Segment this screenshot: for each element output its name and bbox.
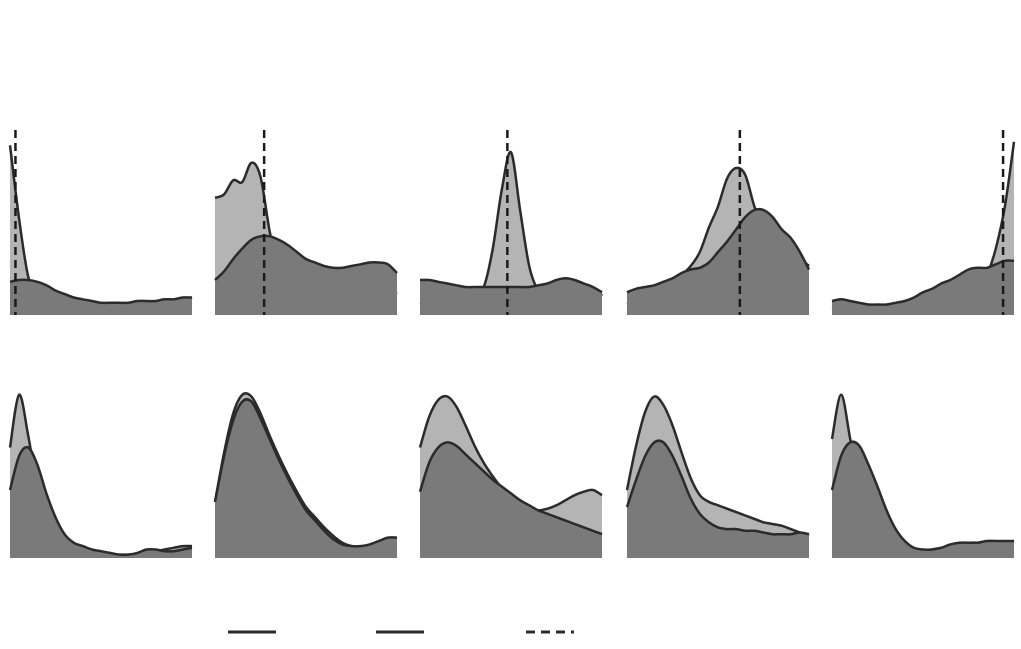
density-area-series-2 (10, 447, 192, 558)
panel-r2-c2 (213, 392, 398, 558)
density-line-series-2 (830, 440, 1014, 551)
density-line-series-2 (625, 439, 810, 536)
density-line-series-2 (214, 234, 398, 281)
panel-r1-c4 (626, 130, 811, 315)
panel-r1-c5 (831, 130, 1016, 315)
density-area-series-2 (832, 260, 1014, 315)
panel-r2-c1 (8, 393, 193, 558)
density-area-series-2 (215, 399, 397, 558)
density-line-series-2 (418, 441, 603, 536)
panels-group (8, 130, 1016, 558)
panel-r1-c1 (8, 130, 193, 315)
density-line-series-2 (419, 277, 603, 294)
density-area-series-2 (832, 441, 1014, 558)
panel-r1-c3 (419, 130, 604, 315)
density-area-series-1 (420, 151, 602, 315)
panel-r2-c3 (418, 394, 603, 558)
density-area-series-2 (215, 235, 397, 315)
panel-r1-c2 (214, 130, 398, 315)
density-line-series-2 (831, 259, 1015, 306)
panel-r2-c4 (625, 395, 810, 558)
density-area-series-2 (10, 279, 192, 315)
density-line-series-1 (625, 395, 810, 538)
density-area-series-2 (627, 209, 809, 315)
panel-r2-c5 (830, 393, 1015, 558)
density-line-series-2 (8, 445, 193, 557)
density-area-series-2 (420, 442, 602, 558)
density-line-series-2 (213, 398, 398, 548)
density-line-series-2 (626, 207, 811, 294)
density-area-series-2 (627, 440, 809, 558)
density-line-series-2 (9, 278, 193, 305)
